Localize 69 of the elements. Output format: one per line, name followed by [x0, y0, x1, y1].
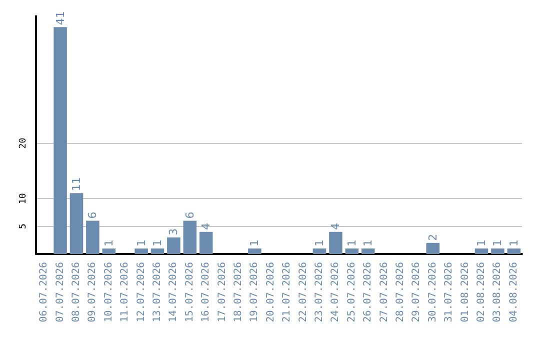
x-tick-label: 17.07.2026 — [216, 262, 228, 322]
bar — [167, 237, 180, 254]
data-label: 1 — [134, 239, 148, 246]
data-label: 6 — [86, 212, 100, 219]
x-tick-label: 27.07.2026 — [378, 262, 390, 322]
data-label: 2 — [426, 234, 440, 241]
x-tick-label: 28.07.2026 — [395, 262, 406, 322]
x-tick-label: 18.07.2026 — [233, 262, 244, 322]
x-tick-label: 20.07.2026 — [265, 262, 276, 322]
y-tick-label: 5 — [18, 224, 28, 230]
bar — [150, 248, 164, 254]
data-label: 1 — [345, 239, 358, 246]
x-tick-label: 23.07.2026 — [314, 262, 325, 322]
x-tick-label: 22.07.2026 — [298, 262, 309, 322]
bar — [361, 248, 375, 254]
data-label: 4 — [329, 222, 342, 230]
x-tick-label: 15.07.2026 — [184, 262, 196, 322]
x-tick-label: 12.07.2026 — [136, 262, 147, 322]
bar — [134, 248, 148, 254]
x-tick-label: 09.07.2026 — [87, 262, 98, 322]
data-label: 1 — [151, 239, 164, 246]
data-label: 11 — [70, 177, 83, 192]
bar — [248, 248, 262, 254]
data-label: 1 — [507, 239, 520, 246]
data-label: 6 — [183, 212, 196, 219]
x-tick-label: 07.07.2026 — [54, 262, 66, 322]
bar — [70, 193, 84, 254]
x-tick-label: 13.07.2026 — [152, 262, 163, 322]
x-tick-label: 11.07.2026 — [120, 262, 131, 322]
bar — [329, 232, 342, 254]
bar — [54, 27, 67, 254]
data-label: 1 — [491, 239, 504, 246]
x-tick-label: 29.07.2026 — [411, 262, 422, 322]
y-tick-label: 10 — [18, 193, 28, 204]
x-tick-label: 14.07.2026 — [168, 262, 180, 322]
x-tick-label: 02.08.2026 — [476, 262, 487, 322]
bar — [474, 248, 488, 254]
x-tick-label: 04.08.2026 — [508, 262, 520, 322]
bar — [345, 248, 359, 254]
x-tick-label: 16.07.2026 — [200, 262, 212, 322]
bar — [183, 220, 197, 254]
data-label: 1 — [248, 239, 262, 246]
x-tick-label: 03.08.2026 — [492, 262, 504, 322]
data-label: 1 — [313, 239, 326, 246]
x-tick-label: 31.07.2026 — [444, 262, 455, 322]
bar — [507, 248, 521, 254]
bar — [86, 220, 100, 254]
x-tick-label: 21.07.2026 — [282, 262, 293, 322]
bar — [491, 248, 504, 254]
bar — [199, 232, 213, 254]
x-tick-label: 25.07.2026 — [346, 262, 358, 322]
data-label: 1 — [102, 239, 116, 246]
data-label: 1 — [475, 239, 488, 246]
data-label: 1 — [362, 239, 375, 246]
x-tick-label: 19.07.2026 — [249, 262, 260, 322]
y-tick-label: 20 — [18, 138, 28, 149]
x-tick-label: 24.07.2026 — [330, 262, 342, 322]
data-label: 41 — [54, 11, 67, 26]
x-tick-label: 01.08.2026 — [460, 262, 471, 322]
x-tick-label: 06.07.2026 — [38, 262, 50, 322]
x-tick-label: 08.07.2026 — [71, 262, 82, 322]
bar — [426, 242, 440, 254]
data-label: 3 — [167, 228, 180, 236]
x-tick-label: 10.07.2026 — [103, 262, 114, 322]
bar — [102, 248, 116, 254]
x-tick-label: 30.07.2026 — [427, 262, 438, 322]
x-tick-label: 26.07.2026 — [362, 262, 374, 322]
bar — [312, 248, 326, 254]
data-label: 4 — [200, 222, 213, 230]
